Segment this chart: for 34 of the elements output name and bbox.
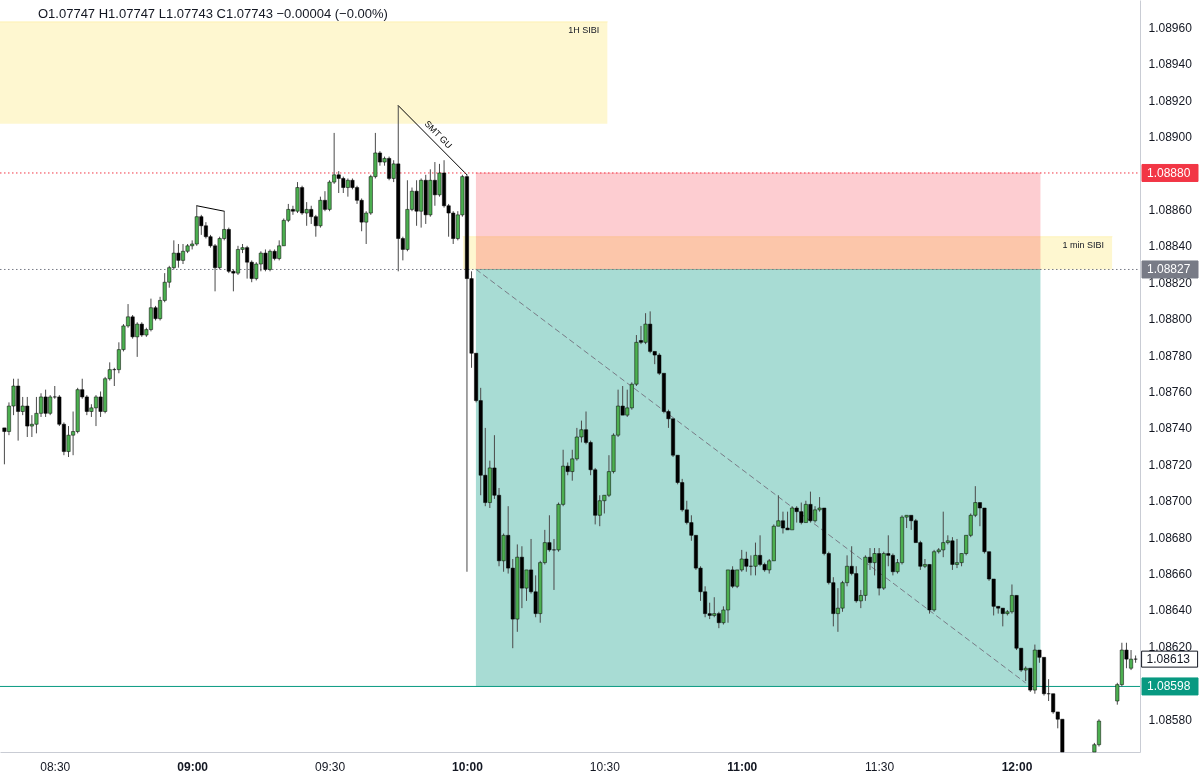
y-tick-label: 1.08780 xyxy=(1148,348,1193,363)
y-tick-label: 1.08900 xyxy=(1148,130,1193,145)
x-tick-label: 11:30 xyxy=(865,759,895,774)
x-tick-label: 08:30 xyxy=(40,759,71,774)
y-tick-label: 1.08680 xyxy=(1148,530,1193,545)
y-tick-label: 1.08760 xyxy=(1148,384,1193,399)
y-tick-label: 1.08580 xyxy=(1148,712,1193,727)
x-tick-label: 10:00 xyxy=(452,759,484,774)
y-tick-label: 1.08960 xyxy=(1148,20,1193,35)
y-tick-label: 1.08660 xyxy=(1148,567,1193,582)
annotation: 1 min SIBI xyxy=(1062,239,1105,250)
y-tick-label: 1.08800 xyxy=(1148,312,1193,327)
text: SMT GU xyxy=(422,118,455,151)
x-tick-label: 10:30 xyxy=(589,759,621,774)
y-tick-label: 1.08920 xyxy=(1148,93,1193,108)
ref-line-label: 1.08827 xyxy=(1147,262,1191,277)
y-tick-label: 1.08720 xyxy=(1148,457,1193,472)
ref-line-label: 1.08880 xyxy=(1147,165,1191,180)
y-tick-label: 1.08700 xyxy=(1148,494,1193,509)
y-tick-label: 1.08620 xyxy=(1148,639,1193,654)
ref-line-label: 1.08598 xyxy=(1147,679,1191,694)
x-tick-label: 09:00 xyxy=(177,759,209,774)
annotation: 1H SIBI xyxy=(568,24,600,35)
y-tick-label: 1.08840 xyxy=(1148,239,1193,254)
y-tick-label: 1.08940 xyxy=(1148,57,1193,72)
y-tick-label: 1.08820 xyxy=(1148,275,1193,290)
annotation: 1.08613 xyxy=(1146,652,1191,667)
x-tick-label: 11:00 xyxy=(727,759,758,774)
y-tick-label: 1.08740 xyxy=(1148,421,1193,436)
annotation: O1.07747 H1.07747 L1.07743 C1.07743 −0.00004 (−0.00%) xyxy=(38,6,388,21)
x-tick-label: 09:30 xyxy=(315,759,346,774)
y-tick-label: 1.08640 xyxy=(1148,603,1193,618)
y-tick-label: 1.08860 xyxy=(1148,202,1193,217)
x-tick-label: 12:00 xyxy=(1001,759,1033,774)
